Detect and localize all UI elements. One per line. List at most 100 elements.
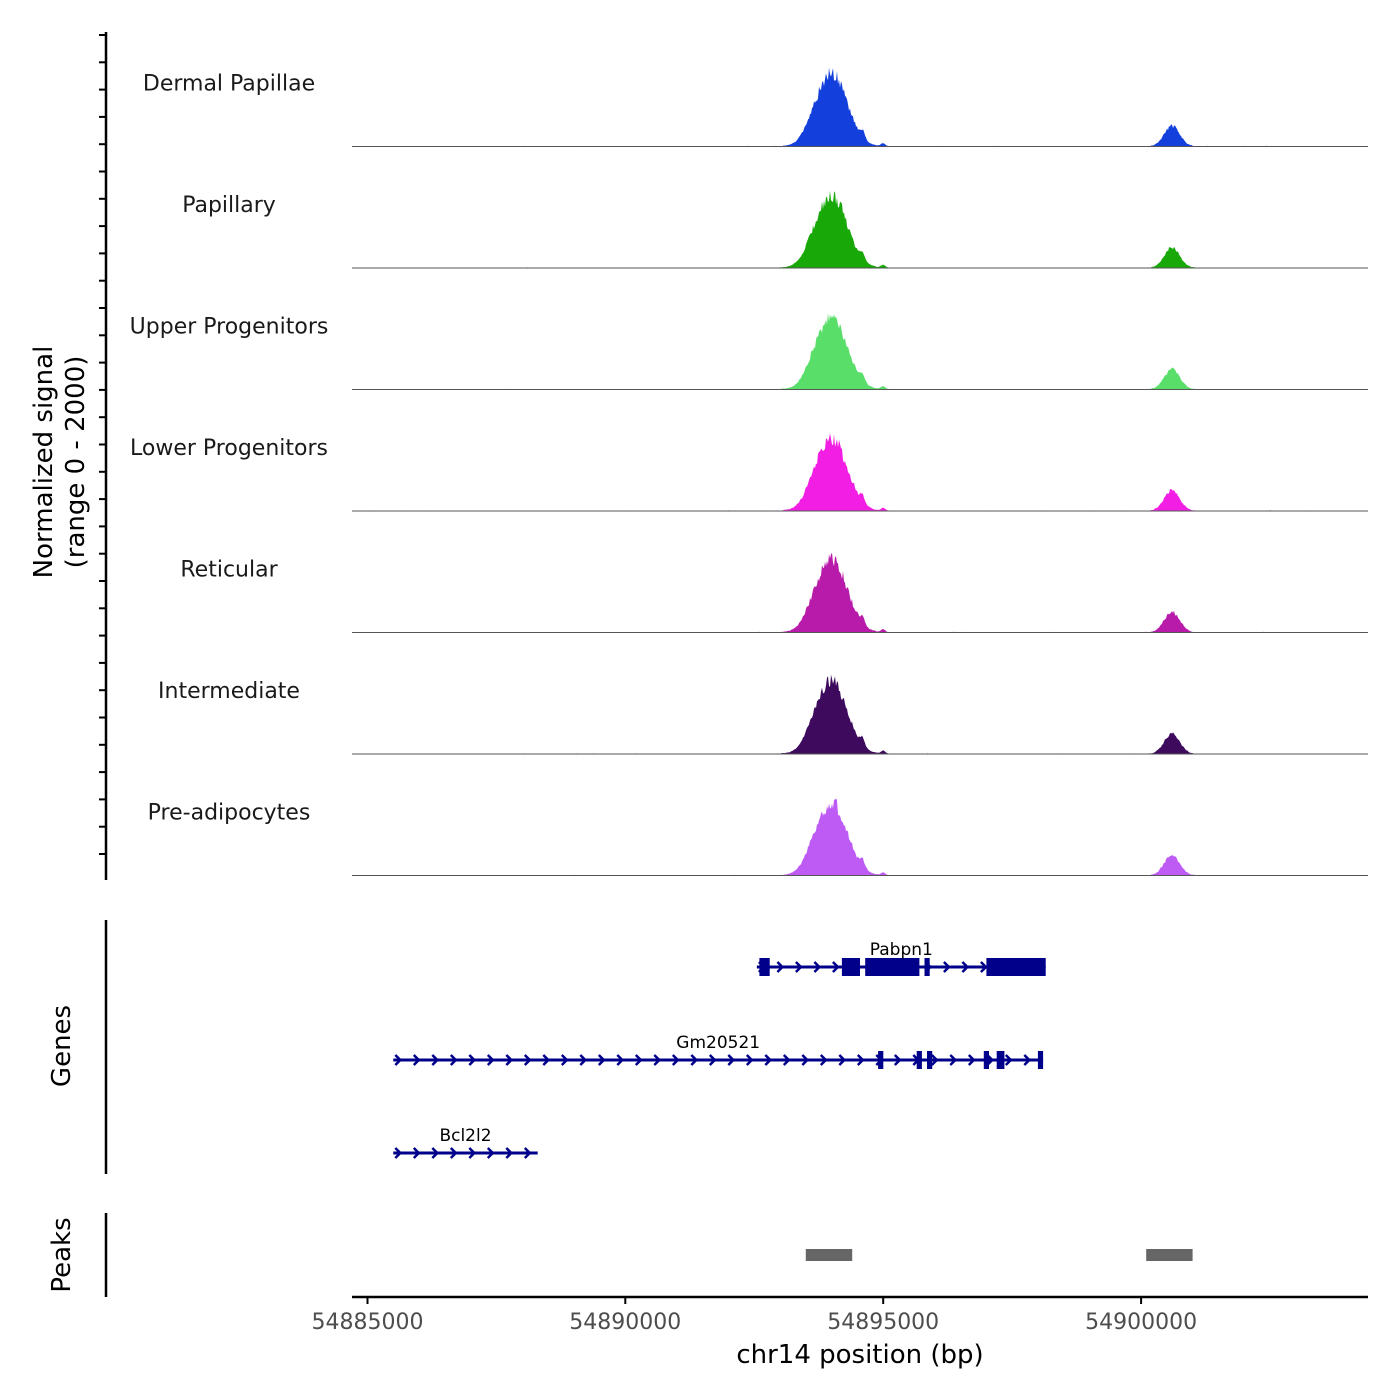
strand-arrow	[449, 1054, 458, 1066]
gene-exon	[865, 958, 920, 976]
strand-arrow	[961, 961, 970, 973]
peaks-panel	[104, 1213, 1193, 1297]
signal-area	[352, 798, 1368, 876]
strand-arrow	[776, 961, 785, 973]
strand-arrow	[819, 1054, 828, 1066]
strand-arrow	[1023, 1054, 1032, 1066]
strand-arrow	[431, 1054, 440, 1066]
strand-arrow	[838, 1054, 847, 1066]
gene-exon	[878, 1051, 884, 1069]
gene-exon	[986, 958, 1046, 976]
strand-arrow	[832, 961, 840, 973]
gene-label: Gm20521	[676, 1033, 760, 1053]
track-label: Papillary	[182, 193, 276, 218]
strand-arrow	[727, 1054, 736, 1066]
strand-arrow	[745, 1054, 754, 1066]
track-label: Upper Progenitors	[130, 315, 329, 340]
strand-arrow	[634, 1054, 643, 1066]
track-papillary: Papillary	[182, 190, 1368, 269]
x-tick-label: 54900000	[1085, 1310, 1197, 1335]
strand-arrow	[523, 1147, 532, 1159]
gene-label: Bcl2l2	[439, 1126, 491, 1146]
strand-arrow	[764, 1054, 773, 1066]
gene-label: Pabpn1	[870, 940, 933, 960]
strand-arrow	[795, 961, 803, 973]
strand-arrow	[394, 1147, 403, 1159]
gene-pabpn1: Pabpn1	[756, 940, 1046, 976]
strand-arrow	[782, 1054, 791, 1066]
signal-tracks: Dermal Papillae Papillary Upper Progenitor…	[130, 67, 1368, 876]
strand-arrow	[523, 1054, 532, 1066]
strand-arrow	[486, 1054, 495, 1066]
strand-arrow	[560, 1054, 569, 1066]
x-tick-label: 54890000	[569, 1310, 681, 1335]
strand-arrow	[801, 1054, 810, 1066]
track-pre-adipocytes: Pre-adipocytes	[148, 798, 1368, 876]
x-axis: 54885000 54890000 54895000 54900000	[312, 1295, 1368, 1335]
gene-exon	[924, 958, 930, 976]
strand-arrow	[708, 1054, 717, 1066]
peak-region	[1146, 1249, 1193, 1261]
track-upper-progenitors: Upper Progenitors	[130, 313, 1368, 390]
strand-arrow	[980, 961, 988, 973]
track-label: Intermediate	[158, 679, 300, 704]
strand-arrow	[893, 1054, 902, 1066]
track-lower-progenitors: Lower Progenitors	[130, 433, 1368, 512]
gene-gm20521: Gm20521	[393, 1033, 1044, 1069]
track-label: Dermal Papillae	[143, 72, 315, 97]
gene-exon	[927, 1051, 933, 1069]
track-label: Reticular	[180, 558, 278, 583]
strand-arrow	[653, 1054, 662, 1066]
gene-exon	[916, 1051, 922, 1069]
x-tick-label: 54895000	[827, 1310, 939, 1335]
track-intermediate: Intermediate	[158, 674, 1368, 755]
strand-arrow	[690, 1054, 699, 1066]
gene-exon	[983, 1051, 989, 1069]
strand-arrow	[930, 1054, 939, 1066]
strand-arrow	[943, 961, 951, 973]
signal-area	[352, 552, 1368, 633]
strand-arrow	[412, 1147, 421, 1159]
strand-arrow	[449, 1147, 458, 1159]
strand-arrow	[1004, 1054, 1013, 1066]
y-axis-title-line1: Normalized signal	[29, 346, 59, 579]
strand-arrow	[967, 1054, 976, 1066]
track-dermal-papillae: Dermal Papillae	[143, 67, 1368, 147]
signal-axis-ticks	[99, 32, 108, 880]
strand-arrow	[486, 1147, 495, 1159]
strand-arrow	[671, 1054, 680, 1066]
genes-panel-label: Genes	[47, 1005, 77, 1087]
strand-arrow	[813, 961, 822, 973]
strand-arrow	[542, 1054, 551, 1066]
gene-exon	[841, 958, 860, 976]
gene-bcl2l2: Bcl2l2	[393, 1126, 538, 1159]
genes-panel: Pabpn1 Gm20521 Bcl2l2	[104, 920, 1046, 1174]
signal-area	[352, 433, 1368, 511]
strand-arrow	[505, 1054, 514, 1066]
gene-exon	[759, 958, 770, 976]
strand-arrow	[616, 1054, 625, 1066]
strand-arrow	[412, 1054, 421, 1066]
peak-region	[805, 1249, 853, 1261]
strand-arrow	[394, 1054, 403, 1066]
x-axis-title: chr14 position (bp)	[736, 1340, 983, 1370]
strand-arrow	[505, 1147, 514, 1159]
track-label: Lower Progenitors	[130, 436, 328, 461]
strand-arrow	[597, 1054, 606, 1066]
peaks-panel-label: Peaks	[47, 1217, 77, 1292]
signal-area	[352, 313, 1368, 390]
strand-arrow	[468, 1147, 477, 1159]
strand-arrow	[468, 1054, 477, 1066]
strand-arrow	[856, 1054, 865, 1066]
signal-area	[352, 67, 1368, 147]
strand-arrow	[579, 1054, 588, 1066]
track-reticular: Reticular	[180, 552, 1368, 633]
gene-exon	[996, 1051, 1005, 1069]
strand-arrow	[431, 1147, 440, 1159]
x-tick-label: 54885000	[312, 1310, 424, 1335]
signal-area	[352, 190, 1368, 268]
signal-area	[352, 674, 1368, 754]
track-label: Pre-adipocytes	[148, 801, 311, 826]
y-axis-title-line2: (range 0 - 2000)	[61, 356, 91, 569]
